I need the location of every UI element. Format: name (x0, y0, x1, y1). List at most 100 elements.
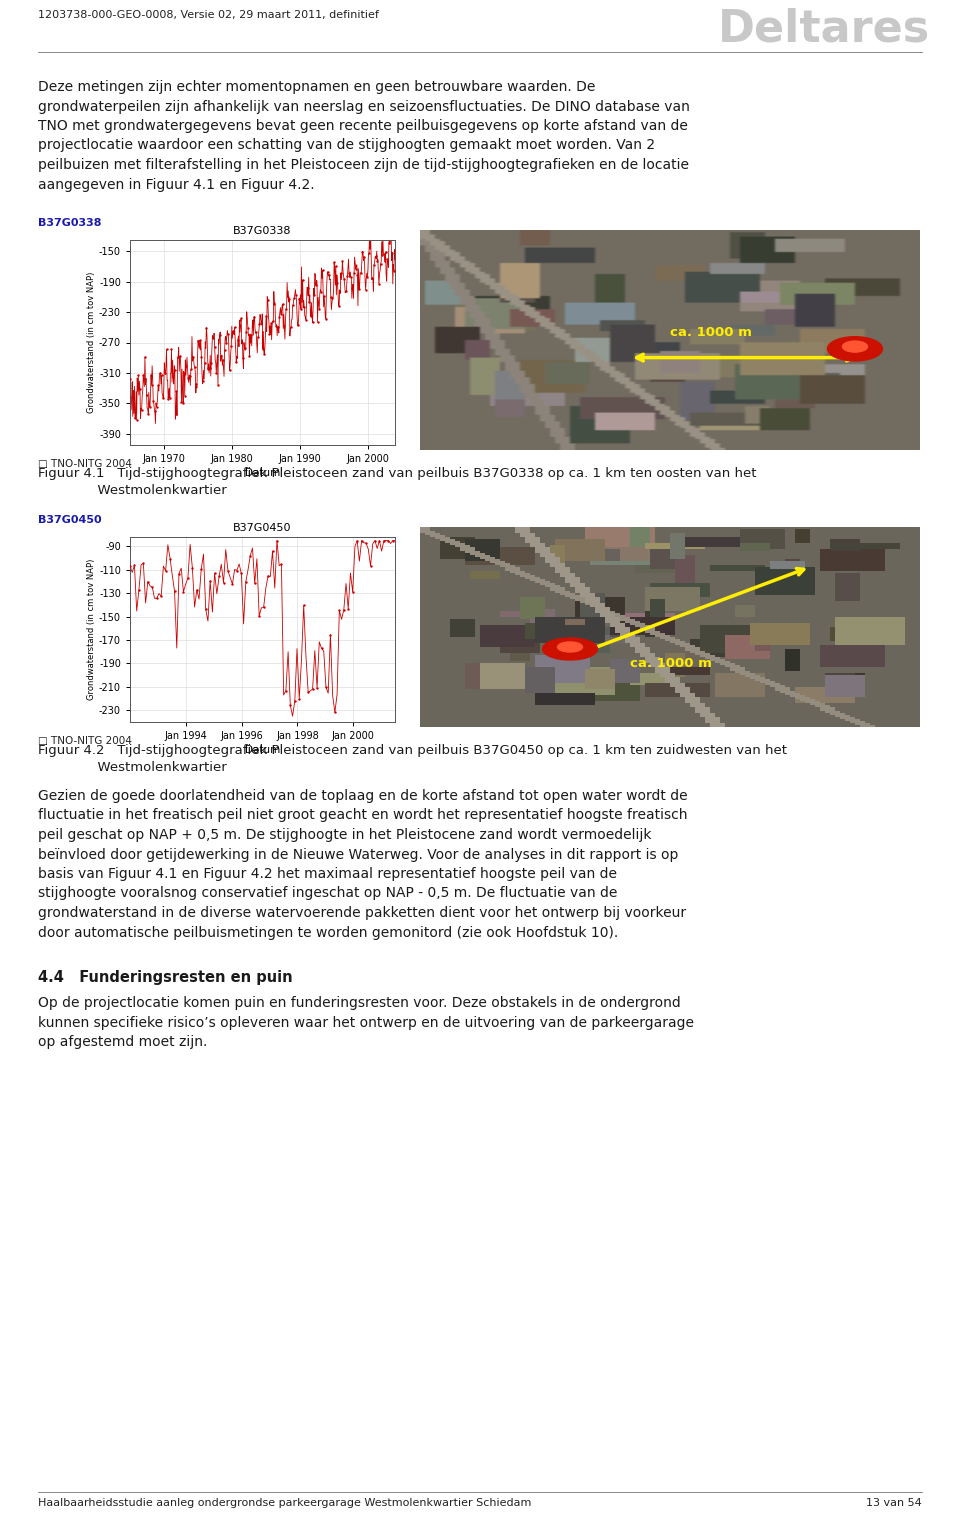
Point (139, 383, 155, 408)
Point (269, 313, 284, 337)
Point (327, 701, 343, 725)
Point (383, 223, 398, 248)
Point (217, 337, 232, 362)
Point (313, 279, 328, 303)
Point (162, 385, 178, 410)
Title: B37G0338: B37G0338 (233, 226, 292, 237)
Point (333, 260, 348, 285)
Point (309, 676, 324, 701)
Point (336, 266, 351, 291)
Point (299, 308, 314, 333)
Point (158, 559, 174, 584)
Point (156, 387, 171, 411)
Point (147, 399, 162, 424)
Point (122, 554, 137, 579)
Point (262, 322, 277, 347)
Point (356, 245, 372, 270)
Point (228, 350, 244, 374)
Point (253, 311, 269, 336)
Title: B37G0450: B37G0450 (233, 524, 292, 533)
Point (220, 559, 235, 584)
Point (278, 297, 294, 322)
Text: beïnvloed door getijdewerking in de Nieuwe Waterweg. Voor de analyses in dit rap: beïnvloed door getijdewerking in de Nieu… (38, 847, 679, 861)
Point (140, 570, 156, 594)
Point (318, 306, 333, 331)
Point (320, 259, 335, 283)
Text: Westmolenkwartier: Westmolenkwartier (38, 484, 227, 497)
Point (235, 345, 251, 370)
Point (142, 396, 157, 420)
Point (293, 297, 308, 322)
Text: B37G0450: B37G0450 (38, 514, 102, 525)
Point (233, 561, 249, 585)
Point (154, 363, 169, 388)
Point (154, 584, 169, 608)
Text: 4.4   Funderingsresten en puin: 4.4 Funderingsresten en puin (38, 970, 293, 986)
Point (272, 305, 287, 330)
Point (124, 385, 139, 410)
Point (192, 328, 207, 353)
Text: Westmolenkwartier: Westmolenkwartier (38, 761, 227, 775)
Point (233, 306, 249, 331)
Point (287, 688, 302, 713)
Circle shape (843, 340, 868, 353)
Point (135, 362, 151, 387)
Point (208, 360, 224, 385)
Text: 1203738-000-GEO-0008, Versie 02, 29 maart 2011, definitief: 1203738-000-GEO-0008, Versie 02, 29 maar… (38, 9, 379, 20)
Point (265, 539, 280, 564)
Point (258, 303, 274, 328)
Point (379, 246, 395, 271)
Point (122, 367, 137, 391)
Point (224, 334, 239, 359)
Point (128, 407, 143, 431)
Point (363, 225, 378, 249)
Point (312, 297, 327, 322)
Point (232, 308, 248, 333)
Point (345, 276, 360, 300)
Point (365, 265, 380, 290)
Text: Haalbaarheidsstudie aanleg ondergrondse parkeergarage Westmolenkwartier Schiedam: Haalbaarheidsstudie aanleg ondergrondse … (38, 1498, 532, 1508)
Point (300, 276, 315, 300)
Text: fluctuatie in het freatisch peil niet groot geacht en wordt het representatief h: fluctuatie in het freatisch peil niet gr… (38, 808, 687, 822)
Point (247, 305, 262, 330)
Text: basis van Figuur 4.1 en Figuur 4.2 het maximaal representatief hoogste peil van : basis van Figuur 4.1 en Figuur 4.2 het m… (38, 867, 617, 881)
Point (306, 283, 322, 308)
Point (372, 251, 388, 276)
Point (164, 337, 180, 362)
Point (179, 354, 194, 379)
Point (183, 357, 199, 382)
Point (182, 363, 198, 388)
Point (176, 391, 191, 416)
Point (210, 373, 226, 397)
Point (372, 528, 387, 553)
Point (317, 283, 332, 308)
Point (292, 286, 307, 311)
Point (176, 579, 191, 604)
Point (263, 311, 278, 336)
Point (127, 553, 142, 578)
Text: op afgestemd moet zijn.: op afgestemd moet zijn. (38, 1035, 207, 1049)
Point (169, 379, 184, 403)
Point (319, 675, 334, 699)
Point (376, 242, 392, 266)
Point (305, 310, 321, 334)
Text: B37G0338: B37G0338 (38, 219, 102, 228)
Text: stijghoogte vooralsnog conservatief ingeschat op NAP - 0,5 m. De fluctuatie van : stijghoogte vooralsnog conservatief inge… (38, 887, 617, 901)
Point (243, 544, 258, 568)
Point (296, 593, 311, 618)
Point (230, 326, 246, 351)
Text: kunnen specifieke risico’s opleveren waar het ontwerp en de uitvoering van de pa: kunnen specifieke risico’s opleveren waa… (38, 1015, 694, 1030)
Point (160, 387, 176, 411)
Point (278, 678, 294, 702)
Point (281, 286, 297, 311)
Point (360, 265, 375, 290)
Text: TNO met grondwatergegevens bevat geen recente peilbuisgegevens op korte afstand : TNO met grondwatergegevens bevat geen re… (38, 119, 688, 132)
Point (222, 359, 237, 383)
Point (252, 311, 267, 336)
Point (199, 316, 214, 340)
Point (126, 379, 141, 403)
Text: 13 van 54: 13 van 54 (866, 1498, 922, 1508)
Point (354, 240, 370, 265)
Point (238, 570, 253, 594)
Point (358, 277, 373, 302)
